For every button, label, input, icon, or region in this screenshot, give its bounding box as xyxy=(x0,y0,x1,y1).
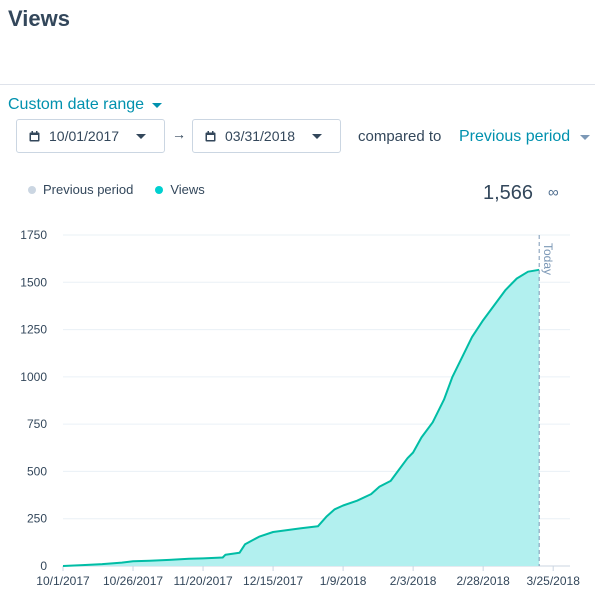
x-tick-label: 10/1/2017 xyxy=(36,574,90,588)
y-tick-label: 750 xyxy=(27,417,47,431)
x-tick-label: 1/9/2018 xyxy=(320,574,367,588)
views-area-chart: 0 250 500 750 1000 1250 1500 1750 10/1/2017 10/26… xyxy=(20,228,580,588)
arrow-right-icon: → xyxy=(172,126,186,142)
x-tick-label: 3/25/2018 xyxy=(526,574,580,588)
x-tick-label: 11/20/2017 xyxy=(173,574,232,588)
chevron-down-icon xyxy=(136,133,147,139)
x-tick-label: 2/28/2018 xyxy=(456,574,510,588)
chart-legend: Previous period Views xyxy=(28,182,205,197)
calendar-icon xyxy=(205,130,216,141)
y-tick-label: 1500 xyxy=(20,275,47,289)
x-tick-label: 2/3/2018 xyxy=(390,574,437,588)
chevron-down-icon xyxy=(152,102,163,108)
y-tick-label: 1750 xyxy=(20,228,47,242)
chevron-down-icon xyxy=(580,134,591,140)
calendar-icon xyxy=(29,130,40,141)
infinity-icon[interactable]: ∞ xyxy=(548,184,559,201)
legend-label-views: Views xyxy=(170,182,205,197)
y-tick-label: 250 xyxy=(27,512,47,526)
page-title: Views xyxy=(8,6,70,31)
start-date-picker[interactable]: 10/01/2017 xyxy=(16,119,165,153)
views-area xyxy=(63,269,540,566)
legend-item-views[interactable]: Views xyxy=(155,182,205,197)
y-tick-label: 500 xyxy=(27,464,47,478)
legend-label-previous: Previous period xyxy=(43,182,134,197)
date-range-dropdown[interactable]: Custom date range xyxy=(8,96,163,114)
end-date-picker[interactable]: 03/31/2018 xyxy=(192,119,341,153)
x-tick-label: 10/26/2017 xyxy=(103,574,163,588)
compared-to-label: compared to xyxy=(358,128,442,145)
end-date-value: 03/31/2018 xyxy=(225,128,296,144)
x-tick-label: 12/15/2017 xyxy=(243,574,303,588)
y-tick-label: 1000 xyxy=(20,370,47,384)
legend-dot-icon xyxy=(155,185,164,194)
y-tick-label: 1250 xyxy=(20,323,47,337)
total-views: 1,566 xyxy=(483,182,534,204)
y-tick-label: 0 xyxy=(40,559,47,573)
legend-item-previous-period[interactable]: Previous period xyxy=(28,182,133,197)
date-range-label: Custom date range xyxy=(8,96,145,113)
legend-dot-icon xyxy=(28,185,36,194)
today-label: Today xyxy=(541,243,555,275)
comparison-dropdown[interactable]: Previous period xyxy=(459,128,591,146)
views-line xyxy=(62,268,540,567)
chevron-down-icon xyxy=(312,133,323,139)
start-date-value: 10/01/2017 xyxy=(49,128,120,144)
header-divider xyxy=(0,84,595,85)
comparison-label: Previous period xyxy=(459,128,571,145)
